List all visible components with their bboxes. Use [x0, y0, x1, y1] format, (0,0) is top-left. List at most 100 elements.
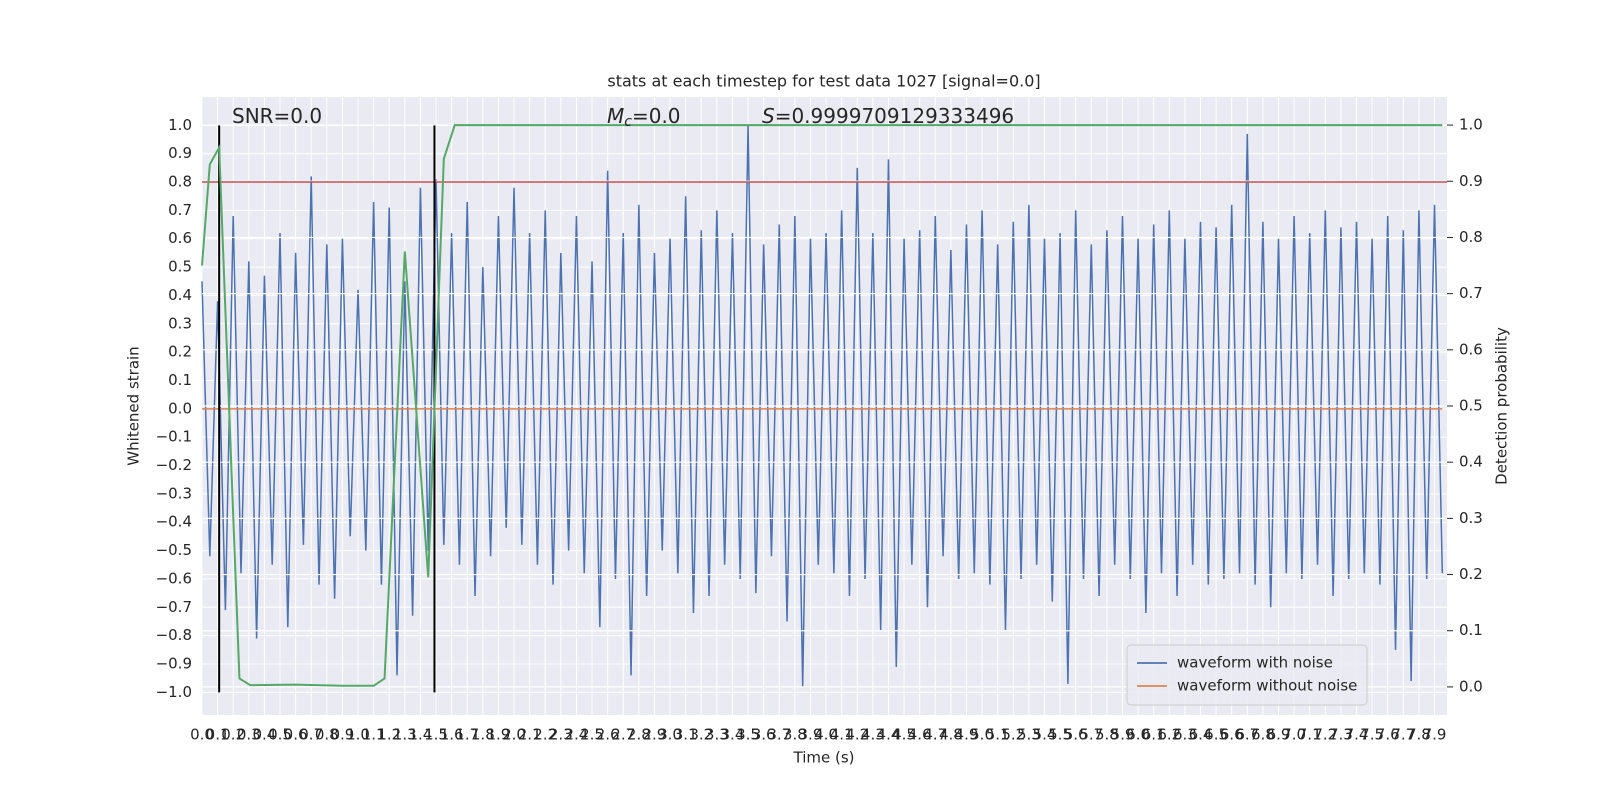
y2-tick-label: 0.3 — [1459, 509, 1483, 527]
x-tick-label: 4.9 — [955, 726, 979, 744]
x-tick-label: 3.0 — [658, 726, 682, 744]
x-tick-label: 0.2 — [221, 726, 245, 744]
y-tick-label: 0.0 — [168, 399, 192, 417]
annotation-text: =0.0 — [632, 104, 681, 128]
y-tick-label: −0.8 — [156, 626, 192, 644]
x-tick-label: 3.9 — [799, 726, 823, 744]
x-tick-label: 1.1 — [362, 726, 386, 744]
x-tick-label: 2.6 — [596, 726, 620, 744]
legend-box — [1126, 644, 1368, 706]
x-tick-label: 5.4 — [1033, 726, 1057, 744]
x-tick-label: 0.0 — [190, 726, 214, 744]
annotation-subscript: c — [624, 114, 632, 130]
x-tick-label: 4.5 — [892, 726, 916, 744]
x-tick-label: 5.9 — [1111, 726, 1135, 744]
x-tick-label: 0.8 — [315, 726, 339, 744]
annotation: S=0.9999709129333496 — [762, 104, 1014, 128]
x-tick-label: 1.9 — [486, 726, 510, 744]
x-tick-label: 0.9 — [330, 726, 354, 744]
x-tick-label: 1.4 — [408, 726, 432, 744]
x-tick-label: 0.6 — [284, 726, 308, 744]
x-tick-label: 2.9 — [643, 726, 667, 744]
y-tick-label: 0.9 — [168, 144, 192, 162]
y2-tick-label: 0.7 — [1459, 284, 1483, 302]
y-tick-label: 0.4 — [168, 286, 192, 304]
x-tick-label: 3.8 — [783, 726, 807, 744]
y-tick-label: −0.3 — [156, 484, 192, 502]
legend-label: waveform without noise — [1177, 677, 1357, 695]
x-tick-label: 1.8 — [471, 726, 495, 744]
annotation-symbol: M — [607, 104, 624, 128]
x-tick-label: 0.7 — [299, 726, 323, 744]
x-tick-label: 7.0 — [1282, 726, 1306, 744]
y2-tick-label: 0.4 — [1459, 453, 1483, 471]
y-tick-label: −0.6 — [156, 569, 192, 587]
x-tick-label: 5.8 — [1095, 726, 1119, 744]
x-tick-label: 4.0 — [814, 726, 838, 744]
annotation: Mc=0.0 — [607, 104, 681, 131]
x-tick-label: 7.6 — [1376, 726, 1400, 744]
series-line — [201, 125, 1444, 687]
x-tick-label: 0.1 — [206, 726, 230, 744]
x-tick-label: 3.2 — [689, 726, 713, 744]
x-tick-label: 6.8 — [1251, 726, 1275, 744]
y-tick-label: −1.0 — [156, 683, 192, 701]
x-tick-label: 6.1 — [1142, 726, 1166, 744]
x-tick-label: 4.7 — [923, 726, 947, 744]
x-tick-label: 3.3 — [705, 726, 729, 744]
x-tick-label: 1.0 — [346, 726, 370, 744]
x-tick-label: 4.3 — [861, 726, 885, 744]
y-tick-label: −0.5 — [156, 541, 192, 559]
y2-tick-label: 0.8 — [1459, 228, 1483, 246]
x-tick-label: 2.2 — [533, 726, 557, 744]
y-axis-label: Whitened strain — [125, 346, 143, 465]
x-tick-label: 5.5 — [1048, 726, 1072, 744]
x-tick-label: 3.7 — [767, 726, 791, 744]
y2-tick-label: 0.0 — [1459, 677, 1483, 695]
y2-tick-label: 0.6 — [1459, 340, 1483, 358]
x-tick-label: 2.3 — [549, 726, 573, 744]
x-tick-label: 7.5 — [1360, 726, 1384, 744]
x-tick-label: 6.4 — [1189, 726, 1213, 744]
x-tick-label: 6.7 — [1235, 726, 1259, 744]
y-tick-label: −0.1 — [156, 428, 192, 446]
x-tick-label: 1.3 — [393, 726, 417, 744]
x-tick-label: 0.5 — [268, 726, 292, 744]
x-tick-label: 2.7 — [611, 726, 635, 744]
x-tick-label: 4.8 — [939, 726, 963, 744]
y-tick-label: 0.6 — [168, 229, 192, 247]
x-tick-label: 7.3 — [1329, 726, 1353, 744]
y2-tick-label: 0.5 — [1459, 397, 1483, 415]
y-tick-label: 0.3 — [168, 314, 192, 332]
x-tick-label: 4.1 — [830, 726, 854, 744]
y-tick-label: −0.9 — [156, 654, 192, 672]
annotation-symbol: S — [762, 104, 775, 128]
x-tick-label: 7.8 — [1407, 726, 1431, 744]
x-tick-label: 5.0 — [970, 726, 994, 744]
x-tick-label: 5.7 — [1079, 726, 1103, 744]
x-tick-label: 5.1 — [986, 726, 1010, 744]
x-tick-label: 3.6 — [752, 726, 776, 744]
legend-label: waveform with noise — [1177, 654, 1333, 672]
y2-tick-label: 0.2 — [1459, 565, 1483, 583]
x-tick-label: 5.2 — [1001, 726, 1025, 744]
annotation: SNR=0.0 — [232, 104, 322, 128]
x-tick-label: 0.4 — [252, 726, 276, 744]
x-tick-label: 2.8 — [627, 726, 651, 744]
annotation-text: =0.9999709129333496 — [775, 104, 1014, 128]
x-tick-label: 6.2 — [1157, 726, 1181, 744]
y-tick-label: 0.7 — [168, 201, 192, 219]
x-tick-label: 2.0 — [502, 726, 526, 744]
x-tick-label: 4.6 — [908, 726, 932, 744]
y-tick-label: 0.5 — [168, 258, 192, 276]
y-tick-label: 0.2 — [168, 343, 192, 361]
x-tick-label: 1.5 — [424, 726, 448, 744]
x-axis-label: Time (s) — [793, 749, 855, 767]
x-tick-label: 7.7 — [1391, 726, 1415, 744]
x-tick-label: 1.2 — [377, 726, 401, 744]
x-tick-label: 4.2 — [845, 726, 869, 744]
x-tick-label: 6.6 — [1220, 726, 1244, 744]
x-tick-label: 0.3 — [237, 726, 261, 744]
x-tick-label: 4.4 — [877, 726, 901, 744]
y-tick-label: −0.2 — [156, 456, 192, 474]
